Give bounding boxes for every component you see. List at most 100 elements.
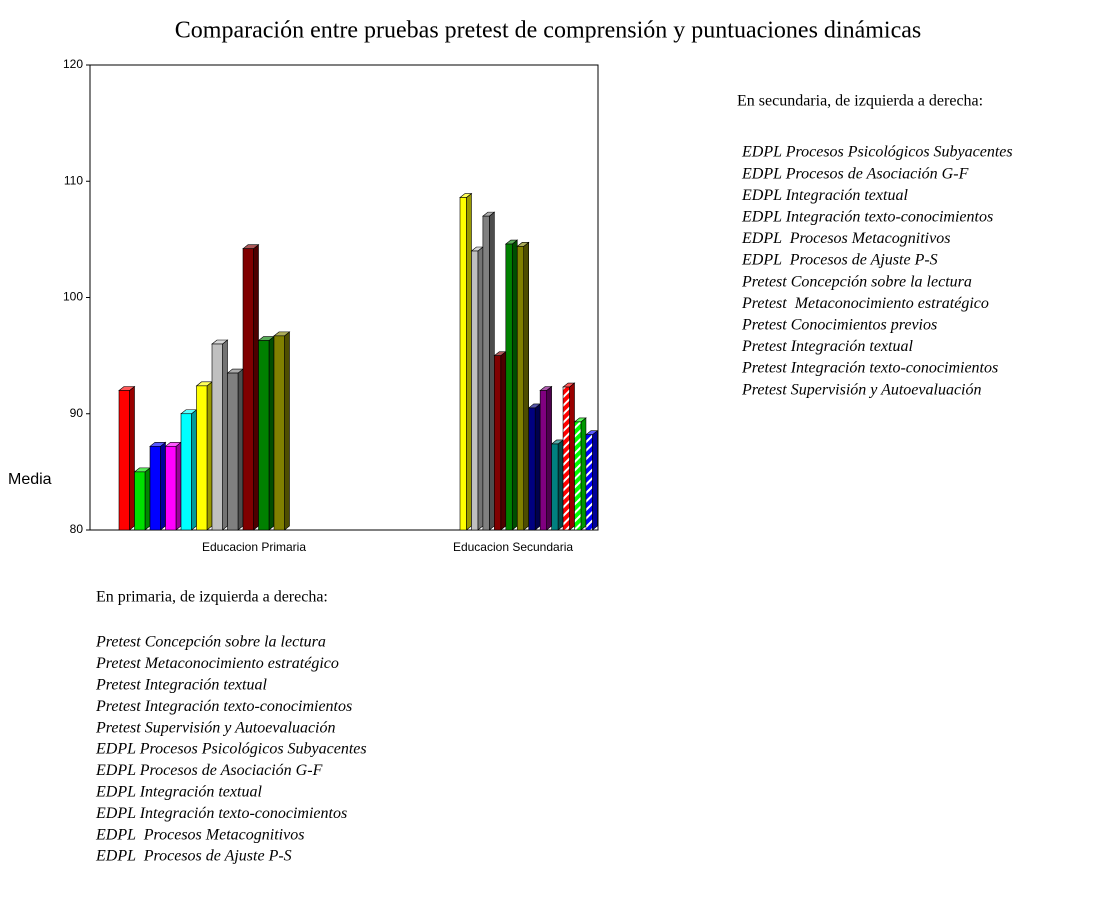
note-item: Pretest Integración textual bbox=[741, 338, 913, 355]
bar-side bbox=[500, 351, 507, 531]
y-tick-label: 100 bbox=[63, 290, 83, 304]
bar-side bbox=[546, 385, 552, 531]
bar-side bbox=[511, 239, 518, 531]
bar bbox=[470, 246, 484, 531]
bar-side bbox=[284, 331, 290, 531]
note-item: EDPL Procesos de Ajuste P-S bbox=[741, 252, 938, 269]
bar bbox=[180, 409, 198, 531]
note-item: EDPL Procesos Metacognitivos bbox=[741, 230, 950, 247]
bar-front bbox=[149, 445, 161, 531]
bar-side bbox=[144, 467, 151, 531]
bar-side bbox=[206, 381, 213, 531]
y-tick-label: 120 bbox=[63, 57, 83, 71]
note-item: EDPL Procesos Metacognitivos bbox=[95, 826, 304, 843]
bar-side bbox=[129, 385, 135, 531]
bar-front bbox=[258, 340, 270, 531]
bar-side bbox=[253, 244, 259, 531]
bar-front bbox=[242, 248, 254, 531]
bar-front bbox=[459, 197, 467, 531]
bar bbox=[550, 439, 564, 531]
bar-front bbox=[165, 445, 177, 531]
note-item: EDPL Integración textual bbox=[741, 187, 908, 204]
bar-front bbox=[505, 243, 513, 531]
bar-front bbox=[516, 246, 524, 531]
note-item: Pretest Concepción sobre la lectura bbox=[741, 273, 972, 290]
bar-front bbox=[134, 471, 146, 531]
bar bbox=[493, 351, 507, 531]
bar-front bbox=[196, 385, 208, 531]
note-item: Pretest Metaconocimiento estratégico bbox=[741, 295, 989, 312]
note-heading: En primaria, de izquierda a derecha: bbox=[96, 589, 328, 606]
note-item: Pretest Conocimientos previos bbox=[741, 316, 937, 333]
bar-side bbox=[237, 368, 244, 531]
y-axis-label: Media bbox=[8, 471, 52, 488]
note-item: Pretest Concepción sobre la lectura bbox=[95, 634, 326, 651]
y-tick-label: 90 bbox=[70, 406, 84, 420]
bar-side bbox=[175, 441, 182, 531]
bar-side bbox=[268, 335, 275, 531]
note-item: EDPL Procesos de Asociación G-F bbox=[95, 762, 323, 779]
bar-front bbox=[273, 335, 285, 531]
bar-side bbox=[592, 430, 598, 531]
note-item: EDPL Procesos Psicológicos Subyacentes bbox=[741, 144, 1013, 161]
bar bbox=[516, 241, 530, 531]
bar-front bbox=[539, 390, 547, 531]
bar-front bbox=[494, 355, 502, 531]
note-heading: En secundaria, de izquierda a derecha: bbox=[737, 93, 983, 110]
bar-front bbox=[585, 434, 593, 531]
y-tick-label: 80 bbox=[70, 522, 84, 536]
bar-front bbox=[118, 390, 130, 531]
bar bbox=[482, 211, 496, 531]
bar bbox=[539, 385, 553, 531]
note-item: Pretest Integración texto-conocimientos bbox=[741, 360, 998, 377]
bar-side bbox=[477, 246, 484, 531]
bar bbox=[133, 467, 151, 531]
bar-side bbox=[534, 403, 541, 531]
bar-side bbox=[523, 241, 530, 531]
note-item: Pretest Supervisión y Autoevaluación bbox=[95, 719, 336, 736]
bar bbox=[211, 339, 229, 531]
bar bbox=[573, 417, 587, 531]
note-item: EDPL Integración texto-conocimientos bbox=[741, 208, 993, 225]
bar-side bbox=[489, 211, 495, 531]
note-item: Pretest Supervisión y Autoevaluación bbox=[741, 381, 982, 398]
bar-front bbox=[562, 386, 570, 531]
bar-front bbox=[528, 407, 536, 531]
note-item: EDPL Integración texto-conocimientos bbox=[95, 805, 347, 822]
x-tick-label: Educacion Primaria bbox=[202, 540, 306, 554]
bar bbox=[527, 403, 542, 531]
bar bbox=[195, 381, 213, 531]
bar bbox=[118, 385, 136, 531]
bar bbox=[257, 335, 275, 531]
bar bbox=[164, 441, 182, 531]
bar-front bbox=[551, 443, 559, 531]
bar-side bbox=[466, 192, 472, 531]
x-tick-label: Educacion Secundaria bbox=[453, 540, 573, 554]
bar-front bbox=[574, 421, 582, 531]
bar bbox=[226, 368, 244, 531]
bar-side bbox=[569, 382, 575, 531]
bar bbox=[242, 244, 260, 531]
bar-front bbox=[211, 343, 223, 531]
bar-front bbox=[227, 372, 239, 531]
note-item: EDPL Integración textual bbox=[95, 783, 262, 800]
bar-front bbox=[180, 413, 192, 531]
note-item: EDPL Procesos Psicológicos Subyacentes bbox=[95, 741, 367, 758]
bar-side bbox=[557, 439, 564, 531]
bar-front bbox=[482, 215, 490, 531]
note-item: EDPL Procesos de Ajuste P-S bbox=[95, 848, 292, 865]
bar bbox=[504, 239, 519, 531]
chart-title: Comparación entre pruebas pretest de com… bbox=[175, 18, 921, 44]
note-item: Pretest Integración textual bbox=[95, 676, 267, 693]
bar bbox=[149, 441, 167, 531]
bar bbox=[562, 382, 576, 531]
bar bbox=[585, 430, 599, 531]
y-tick-label: 110 bbox=[64, 173, 83, 187]
note-item: Pretest Metaconocimiento estratégico bbox=[95, 655, 339, 672]
note-item: EDPL Procesos de Asociación G-F bbox=[741, 165, 969, 182]
bar bbox=[273, 331, 291, 531]
bar-front bbox=[471, 250, 479, 531]
bar-side bbox=[160, 441, 166, 531]
bar bbox=[459, 192, 473, 531]
